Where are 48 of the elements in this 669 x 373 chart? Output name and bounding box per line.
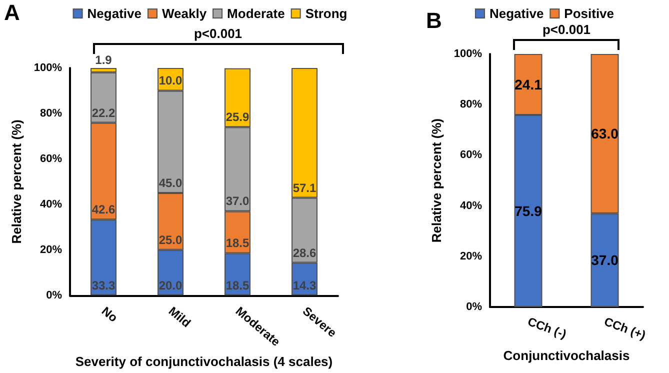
data-label: 18.5 <box>226 278 250 292</box>
y-tick-label: 80% <box>460 98 482 111</box>
legend-label: Strong <box>305 6 348 21</box>
data-label: 75.9 <box>514 202 542 219</box>
data-label: 18.5 <box>226 236 250 250</box>
y-axis-title: Relative percent (%) <box>428 118 444 243</box>
data-label: 25.9 <box>226 110 250 124</box>
legend-label: Weakly <box>162 6 208 21</box>
data-label: 63.0 <box>591 126 619 142</box>
y-tick-label: 20% <box>40 244 62 256</box>
data-label: 25.0 <box>158 232 182 247</box>
y-tick-label: 80% <box>40 107 62 120</box>
y-tick-label: 100% <box>454 48 482 60</box>
y-tick-label: 0% <box>46 289 62 302</box>
x-tick-label: CCh (-) <box>526 314 568 342</box>
chart-title: B <box>426 8 442 34</box>
legend-label: Moderate <box>227 6 285 21</box>
legend-label: Negative <box>87 6 142 21</box>
x-axis-title: Severity of conjunctivochalasis (4 scales) <box>75 354 333 369</box>
data-label: 33.3 <box>92 278 116 292</box>
legend-label: Negative <box>489 6 544 21</box>
data-label: 42.6 <box>92 202 116 217</box>
data-label: 1.9 <box>95 53 112 67</box>
legend-label: Positive <box>564 6 614 21</box>
y-tick-label: 0% <box>466 301 482 313</box>
y-tick-label: 40% <box>460 200 482 212</box>
text: p<0.001 <box>542 22 591 37</box>
chart-title: A <box>4 0 20 26</box>
data-label: 14.3 <box>292 278 316 292</box>
y-tick-label: 100% <box>34 62 62 74</box>
y-tick-label: 60% <box>460 149 482 162</box>
x-axis-title: Conjunctivochalasis <box>503 348 630 363</box>
data-label: 28.6 <box>292 246 316 260</box>
y-tick-label: 20% <box>460 250 482 262</box>
y-tick-label: 60% <box>40 152 62 165</box>
y-tick-label: 40% <box>40 198 62 210</box>
x-tick-label: CCh (+) <box>602 314 648 342</box>
data-label: 24.1 <box>514 76 542 92</box>
data-label: 10.0 <box>158 74 182 88</box>
data-label: 22.2 <box>92 106 116 120</box>
text: p<0.001 <box>194 26 242 41</box>
x-tick-label: No <box>99 304 120 325</box>
data-label: 45.0 <box>158 176 182 190</box>
y-axis-title: Relative percent (%) <box>8 120 24 244</box>
data-label: 20.0 <box>158 278 182 292</box>
data-label: 37.0 <box>226 194 250 208</box>
data-label: 57.1 <box>292 180 316 195</box>
data-label: 37.0 <box>591 252 619 268</box>
